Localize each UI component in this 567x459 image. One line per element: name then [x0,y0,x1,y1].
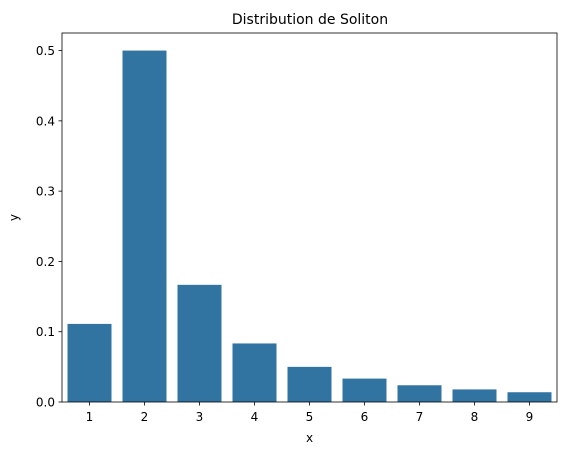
y-tick-label: 0.2 [36,255,55,269]
bar-6 [342,378,387,402]
bar-9 [507,392,552,402]
y-tick-label: 0.4 [36,114,55,128]
x-tick-label: 7 [416,410,424,424]
y-axis: 0.0 0.1 0.2 0.3 0.4 0.5 [36,44,62,410]
x-tick-label: 4 [251,410,259,424]
x-axis: 1 2 3 4 5 6 7 8 9 [86,402,534,424]
bars-layer [67,50,552,402]
x-tick-label: 5 [306,410,314,424]
bar-4 [232,343,277,402]
y-axis-label: y [7,214,21,221]
bar-7 [397,385,442,402]
x-tick-label: 2 [141,410,149,424]
y-tick-label: 0.5 [36,44,55,58]
x-tick-label: 8 [471,410,479,424]
y-tick-label: 0.0 [36,396,55,410]
plot-frame [61,32,558,403]
bar-3 [177,284,222,402]
chart-title: Distribution de Soliton [232,12,388,28]
y-tick-label: 0.3 [36,185,55,199]
x-tick-label: 3 [196,410,204,424]
x-tick-label: 6 [361,410,369,424]
x-tick-label: 9 [526,410,534,424]
bar-8 [452,389,497,402]
y-tick-label: 0.1 [36,325,55,339]
bar-2 [122,50,167,402]
bar-5 [287,366,332,402]
x-axis-label: x [306,431,313,445]
x-tick-label: 1 [86,410,94,424]
bar-1 [67,323,112,402]
